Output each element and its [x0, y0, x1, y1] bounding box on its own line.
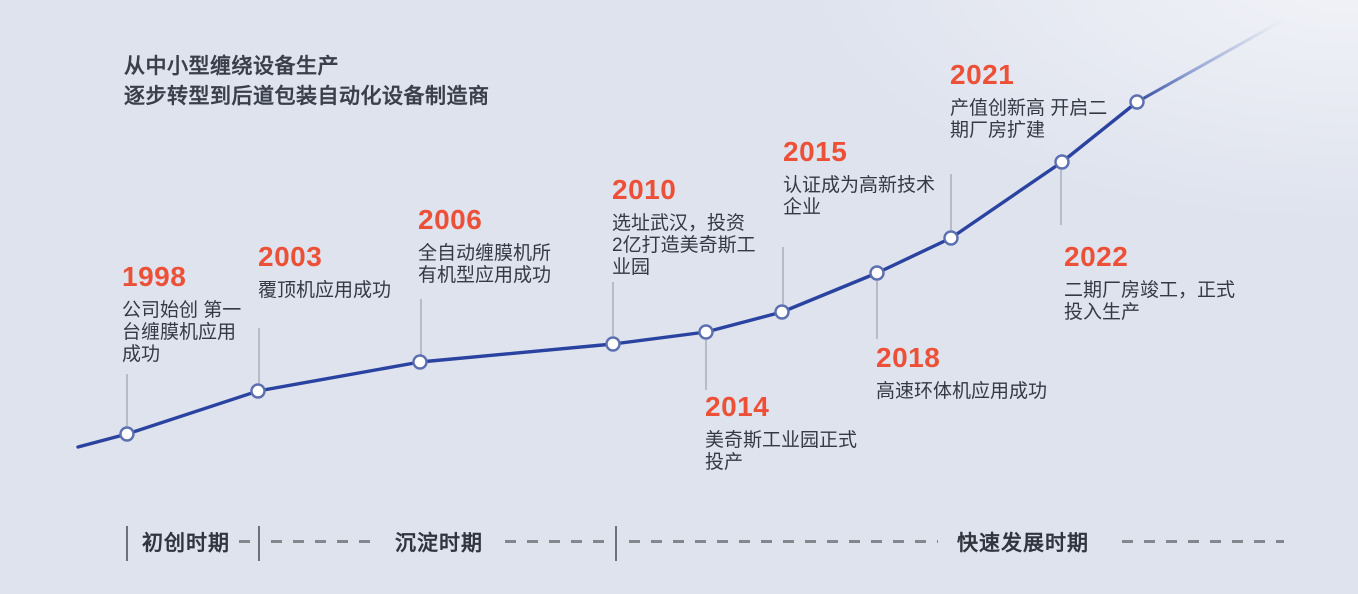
intro-line-2: 逐步转型到后道包装自动化设备制造商 [124, 85, 490, 108]
timeline-node-2010 [605, 336, 621, 352]
milestone-2022: 2022 二期厂房竣工，正式 投入生产 [1064, 240, 1235, 324]
milestone-year: 2022 [1064, 241, 1129, 272]
phase-tick [615, 526, 617, 561]
milestone-year: 2015 [783, 136, 848, 167]
phase-label-founding: 初创时期 [142, 532, 230, 555]
milestone-desc: 二期厂房竣工，正式 投入生产 [1064, 280, 1236, 323]
milestone-year: 2003 [258, 241, 323, 272]
phase-dashes [629, 540, 938, 543]
milestone-year: 2018 [876, 342, 941, 373]
timeline-node-2018 [869, 265, 885, 281]
timeline-node-future [1129, 94, 1145, 110]
phase-dashes [505, 540, 613, 543]
intro-line-1: 从中小型缠绕设备生产 [124, 55, 339, 78]
milestone-year: 2014 [705, 391, 770, 422]
milestone-2014: 2014 美奇斯工业园正式 投产 [705, 390, 857, 474]
milestone-2003: 2003 覆顶机应用成功 [258, 240, 391, 302]
timeline-node-2021 [943, 230, 959, 246]
milestone-2010: 2010 选址武汉，投资 2亿打造美奇斯工 业园 [612, 173, 756, 279]
phase-tick [258, 526, 260, 561]
timeline-node-1998 [119, 426, 135, 442]
milestone-2015: 2015 认证成为高新技术 企业 [783, 135, 935, 219]
milestone-2018: 2018 高速环体机应用成功 [876, 341, 1047, 403]
phase-dashes [271, 540, 379, 543]
phase-tick [126, 526, 128, 561]
milestone-desc: 产值创新高 开启二 期厂房扩建 [950, 98, 1108, 141]
milestone-1998: 1998 公司始创 第一 台缠膜机应用 成功 [122, 260, 241, 366]
milestone-year: 2021 [950, 59, 1015, 90]
milestone-desc: 公司始创 第一 台缠膜机应用 成功 [122, 300, 242, 365]
growth-curve-fade [1135, 16, 1289, 104]
node-group [119, 94, 1145, 442]
timeline-node-2003 [250, 383, 266, 399]
phase-dashes [1122, 540, 1284, 543]
timeline-node-2022 [1054, 154, 1070, 170]
phase-label-accumulation: 沉淀时期 [395, 532, 483, 555]
milestone-2021: 2021 产值创新高 开启二 期厂房扩建 [950, 58, 1107, 142]
phase-dashes [239, 540, 252, 543]
milestone-desc: 全自动缠膜机所 有机型应用成功 [418, 243, 552, 286]
milestone-desc: 覆顶机应用成功 [258, 280, 392, 301]
milestone-year: 2010 [612, 174, 677, 205]
intro-text: 从中小型缠绕设备生产 逐步转型到后道包装自动化设备制造商 [124, 52, 490, 112]
milestone-desc: 美奇斯工业园正式 投产 [705, 430, 858, 473]
connector-group [126, 170, 1062, 426]
milestone-desc: 选址武汉，投资 2亿打造美奇斯工 业园 [612, 213, 756, 278]
milestone-year: 2006 [418, 204, 483, 235]
timeline-node-2006 [412, 354, 428, 370]
timeline-node-2015 [774, 304, 790, 320]
phase-label-rapid-growth: 快速发展时期 [957, 532, 1089, 555]
milestone-2006: 2006 全自动缠膜机所 有机型应用成功 [418, 203, 551, 287]
milestone-desc: 认证成为高新技术 企业 [783, 175, 936, 218]
milestone-year: 1998 [122, 261, 187, 292]
milestone-desc: 高速环体机应用成功 [876, 381, 1048, 402]
timeline-node-2014 [698, 324, 714, 340]
